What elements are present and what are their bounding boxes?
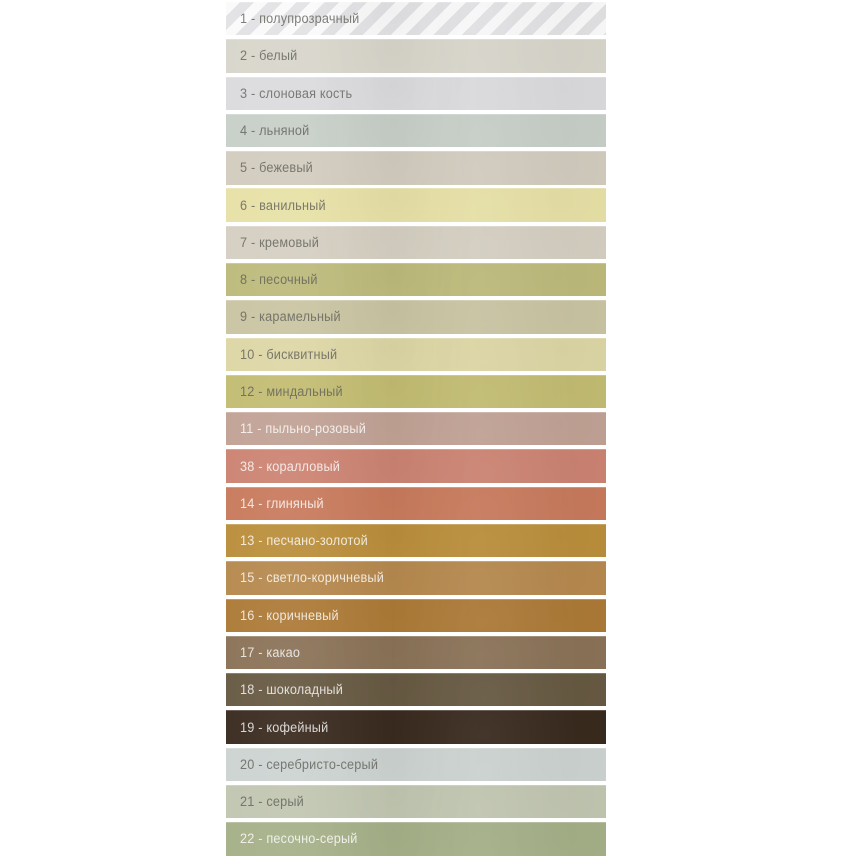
swatch-label: 3 - слоновая кость [240,85,353,101]
swatch-label: 16 - коричневый [240,607,339,623]
swatch-row: 19 - кофейный [226,710,606,745]
swatch-label: 12 - миндальный [240,384,343,399]
swatch-row: 38 - коралловый [226,449,606,484]
swatch-row: 17 - какао [226,635,606,670]
swatch-label: 1 - полупрозрачный [240,11,360,27]
swatch-label: 38 - коралловый [240,458,341,474]
swatch-label: 22 - песочно-серый [240,831,358,847]
swatch-label: 21 - серый [240,794,304,810]
swatch-label: 5 - бежевый [240,160,313,176]
swatch-row: 18 - шоколадный [226,673,606,707]
swatch-row: 14 - глиняный [226,486,606,521]
swatch-row: 3 - слоновая кость [226,76,606,111]
swatch-label: 20 - серебристо-серый [240,756,379,772]
swatch-row: 15 - светло-коричневый [226,561,606,596]
swatch-label: 13 - песчано-золотой [240,533,368,549]
swatch-label: 10 - бисквитный [240,346,338,362]
swatch-row: 21 - серый [226,784,606,819]
swatch-label: 9 - карамельный [240,309,341,325]
swatch-label: 4 - льняной [240,123,310,139]
swatch-row: 22 - песочно-серый [226,822,606,856]
swatch-row: 5 - бежевый [226,151,606,185]
swatch-row: 7 - кремовый [226,225,606,260]
swatch-row: 13 - песчано-золотой [226,523,606,558]
swatch-label: 14 - глиняный [240,495,324,511]
swatch-row: 4 - льняной [226,113,606,148]
swatch-label: 11 - пыльно-розовый [240,421,366,437]
swatch-row: 1 - полупрозрачный [226,2,606,36]
swatch-row: 12 - миндальный [226,374,606,409]
swatch-row: 2 - белый [226,39,606,74]
swatch-label: 7 - кремовый [240,234,320,250]
swatch-row: 10 - бисквитный [226,337,606,372]
swatch-row: 8 - песочный [226,262,606,297]
swatch-label: 15 - светло-коричневый [240,570,385,586]
swatch-label: 18 - шоколадный [240,682,344,698]
swatch-row: 6 - ванильный [226,188,606,223]
swatch-row: 16 - коричневый [226,598,606,633]
swatch-row: 20 - серебристо-серый [226,747,606,782]
swatch-label: 8 - песочный [240,272,318,288]
swatch-label: 2 - белый [240,48,298,64]
palette: 1 - полупрозрачный 2 - белый 3 - слонова… [226,2,606,856]
swatch-label: 6 - ванильный [240,197,326,213]
swatch-label: 19 - кофейный [240,719,329,735]
swatch-row: 9 - карамельный [226,300,606,335]
swatch-label: 17 - какао [240,644,301,660]
swatch-row: 11 - пыльно-розовый [226,412,606,446]
